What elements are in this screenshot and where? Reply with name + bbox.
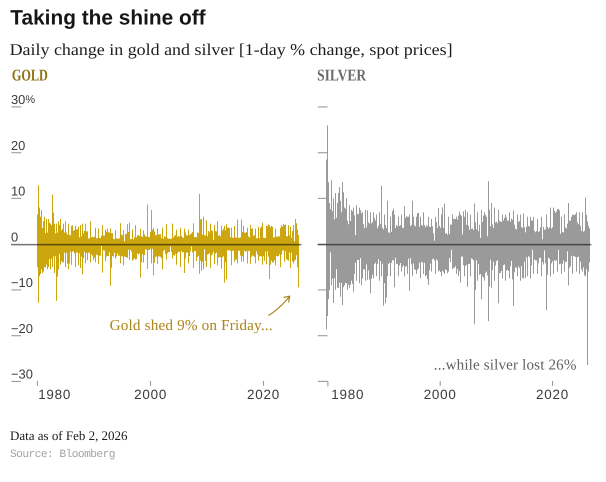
svg-text:−30: −30: [11, 367, 33, 382]
svg-text:Data as of Feb 2, 2026: Data as of Feb 2, 2026: [10, 428, 128, 443]
svg-text:30%: 30%: [11, 92, 35, 107]
svg-text:1980: 1980: [38, 387, 71, 402]
svg-text:...while silver lost 26%: ...while silver lost 26%: [434, 357, 577, 373]
svg-text:2020: 2020: [536, 387, 569, 402]
svg-text:2000: 2000: [424, 387, 457, 402]
svg-text:1980: 1980: [331, 387, 364, 402]
svg-text:GOLD: GOLD: [12, 66, 48, 85]
svg-text:2020: 2020: [247, 387, 280, 402]
svg-text:2000: 2000: [134, 387, 167, 402]
svg-text:Gold shed 9% on Friday...: Gold shed 9% on Friday...: [110, 317, 273, 334]
svg-text:−20: −20: [11, 321, 33, 336]
svg-text:Taking the shine off: Taking the shine off: [10, 7, 205, 30]
svg-text:SILVER: SILVER: [317, 66, 367, 85]
svg-text:Daily change in gold and silve: Daily change in gold and silver [1-day %…: [10, 40, 453, 59]
svg-text:10: 10: [11, 184, 25, 199]
svg-text:20: 20: [11, 138, 25, 153]
svg-text:−10: −10: [11, 275, 33, 290]
svg-text:0: 0: [11, 229, 18, 244]
svg-text:Source: Bloomberg: Source: Bloomberg: [10, 448, 116, 461]
